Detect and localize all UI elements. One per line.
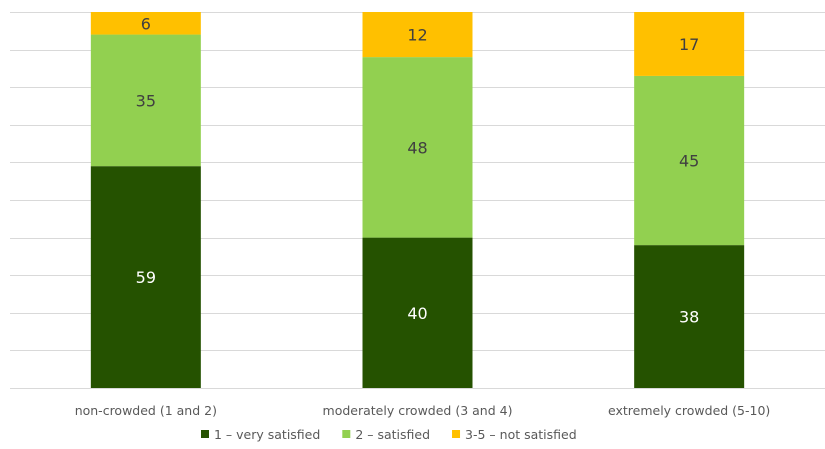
data-label: 59 — [136, 268, 156, 287]
legend-label: 2 – satisfied — [355, 427, 430, 442]
data-label: 12 — [407, 26, 427, 45]
data-label: 45 — [679, 152, 699, 171]
legend-label: 1 – very satisfied — [214, 427, 320, 442]
data-label: 35 — [136, 91, 156, 110]
bar-segment — [362, 237, 473, 388]
category-axis: non-crowded (1 and 2) moderately crowded … — [75, 403, 771, 418]
legend-swatch — [201, 430, 209, 438]
legend-swatch — [452, 430, 461, 438]
legend: 1 – very satisfied 2 – satisfied 3-5 – not… — [201, 427, 577, 442]
bar-segment — [362, 12, 473, 58]
bar-segment — [362, 57, 473, 238]
data-labels-group: 59 35 6 40 48 12 38 45 17 — [136, 14, 700, 326]
data-label: 48 — [407, 138, 427, 157]
bar-segment — [90, 12, 201, 35]
data-label: 17 — [679, 35, 699, 54]
data-label: 38 — [679, 308, 699, 327]
category-label: non-crowded (1 and 2) — [75, 403, 217, 418]
bar-segment — [634, 12, 745, 76]
legend-label: 3-5 – not satisfied — [465, 427, 577, 442]
bar-segment — [90, 166, 201, 388]
bar-segment — [634, 75, 745, 246]
bar-series-group — [90, 12, 745, 388]
data-label: 40 — [407, 304, 427, 323]
bar-segment — [90, 34, 201, 167]
bar-segment — [634, 245, 745, 388]
data-label: 6 — [141, 14, 151, 33]
legend-swatch — [342, 430, 351, 438]
category-label: extremely crowded (5-10) — [608, 403, 770, 418]
category-label: moderately crowded (3 and 4) — [323, 403, 513, 418]
